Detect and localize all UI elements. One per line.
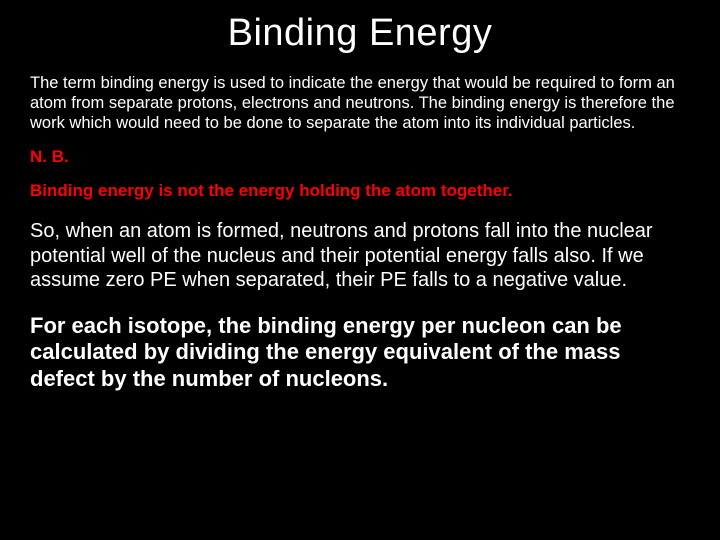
nota-bene-label: N. B. [30, 147, 690, 167]
warning-paragraph: Binding energy is not the energy holding… [30, 181, 690, 201]
calculation-paragraph: For each isotope, the binding energy per… [30, 313, 690, 393]
intro-paragraph: The term binding energy is used to indic… [30, 73, 690, 133]
explanation-paragraph: So, when an atom is formed, neutrons and… [30, 219, 690, 292]
slide-title: Binding Energy [30, 12, 690, 55]
